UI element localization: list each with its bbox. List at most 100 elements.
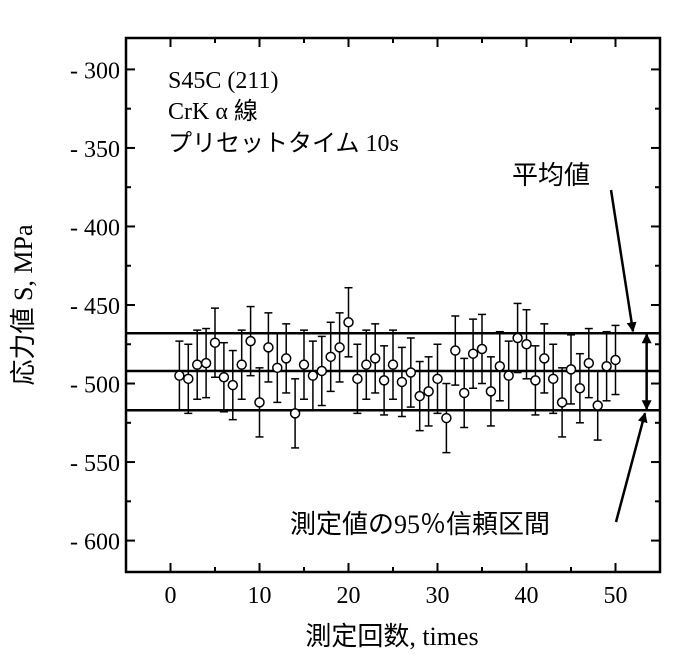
data-point: [574, 352, 586, 424]
marker: [316, 365, 328, 377]
data-point: [565, 334, 577, 405]
y-tick-label: - 300: [70, 58, 120, 84]
data-point: [174, 340, 185, 411]
y-tick-label: - 600: [70, 530, 120, 556]
data-point: [539, 323, 550, 394]
marker: [200, 357, 212, 369]
marker: [307, 370, 319, 381]
marker: [601, 361, 612, 372]
marker: [325, 351, 336, 363]
x-tick-label: 10: [248, 583, 272, 609]
x-axis-ticks: 0 10 20 30 40 50: [165, 38, 628, 609]
data-point: [387, 329, 399, 400]
data-point: [378, 345, 390, 416]
x-axis-title: 測定回数, times: [305, 622, 478, 651]
marker: [272, 362, 283, 374]
data-point: [485, 356, 497, 427]
data-point: [307, 340, 319, 411]
marker: [405, 367, 417, 378]
data-point: [245, 305, 256, 377]
mean-label: 平均値: [512, 161, 590, 190]
data-point: [414, 360, 425, 432]
data-point: [405, 337, 417, 408]
data-point: [316, 335, 328, 407]
marker: [432, 373, 443, 385]
data-point: [218, 341, 230, 413]
marker: [512, 332, 523, 344]
x-tick-label: 20: [337, 583, 361, 609]
marker: [263, 342, 274, 353]
mean-arrow: [609, 189, 637, 333]
data-point: [334, 312, 345, 383]
marker: [450, 345, 461, 356]
data-point: [298, 329, 310, 400]
marker: [539, 353, 550, 364]
data-points: [174, 286, 621, 454]
y-axis-title: 応力値 S, MPa: [9, 224, 38, 386]
y-tick-label: - 450: [70, 294, 120, 320]
marker: [521, 339, 532, 350]
annotation-line-2: CrK α 線: [168, 98, 258, 125]
marker: [183, 373, 194, 385]
marker: [298, 359, 310, 370]
marker: [236, 359, 247, 370]
data-point: [512, 302, 523, 374]
y-tick-label: - 350: [70, 137, 120, 163]
data-point: [530, 345, 541, 416]
marker: [583, 357, 595, 369]
x-tick-label: 40: [515, 583, 539, 609]
data-point: [325, 321, 336, 393]
data-point: [343, 286, 354, 358]
marker: [280, 353, 292, 364]
marker: [378, 375, 390, 386]
marker: [441, 412, 452, 424]
marker: [592, 400, 603, 411]
annotation-arrows: [609, 189, 652, 523]
data-point: [610, 324, 621, 396]
marker: [254, 397, 265, 408]
data-point: [503, 340, 514, 411]
marker: [218, 371, 230, 383]
y-tick-label: - 500: [70, 373, 120, 399]
data-point: [592, 370, 603, 441]
marker: [610, 354, 621, 366]
confidence-interval-label: 測定値の95％信頼区間: [290, 510, 550, 539]
marker: [485, 386, 497, 397]
marker: [289, 408, 301, 419]
marker: [565, 364, 577, 375]
data-point: [521, 308, 532, 380]
data-point: [547, 343, 559, 415]
y-tick-label: - 400: [70, 215, 120, 241]
data-point: [432, 343, 443, 415]
data-point: [467, 318, 479, 389]
marker: [423, 386, 434, 397]
data-point: [263, 312, 274, 383]
x-tick-label: 30: [426, 583, 450, 609]
data-point: [289, 378, 301, 449]
data-point: [209, 307, 221, 378]
data-point: [227, 349, 239, 421]
y-axis-ticks: - 300 - 350 - 400 - 450 - 500 - 550 - 600: [70, 58, 660, 556]
data-point: [556, 367, 568, 438]
data-point: [441, 382, 452, 454]
data-point: [601, 330, 612, 402]
data-point: [272, 332, 283, 404]
annotation-line-1: S45C (211): [168, 68, 278, 94]
x-tick-label: 50: [604, 583, 628, 609]
data-point: [361, 329, 372, 400]
x-tick-label: 0: [165, 583, 177, 609]
y-tick-label: - 550: [70, 451, 120, 477]
marker: [245, 335, 256, 347]
marker: [191, 359, 203, 370]
marker: [476, 343, 488, 355]
marker: [396, 376, 408, 388]
marker: [458, 387, 470, 399]
marker: [369, 353, 381, 364]
data-point: [183, 343, 194, 415]
marker: [334, 342, 345, 353]
data-point: [280, 323, 292, 394]
data-point: [369, 323, 381, 394]
marker: [494, 361, 506, 372]
data-point: [191, 329, 203, 400]
